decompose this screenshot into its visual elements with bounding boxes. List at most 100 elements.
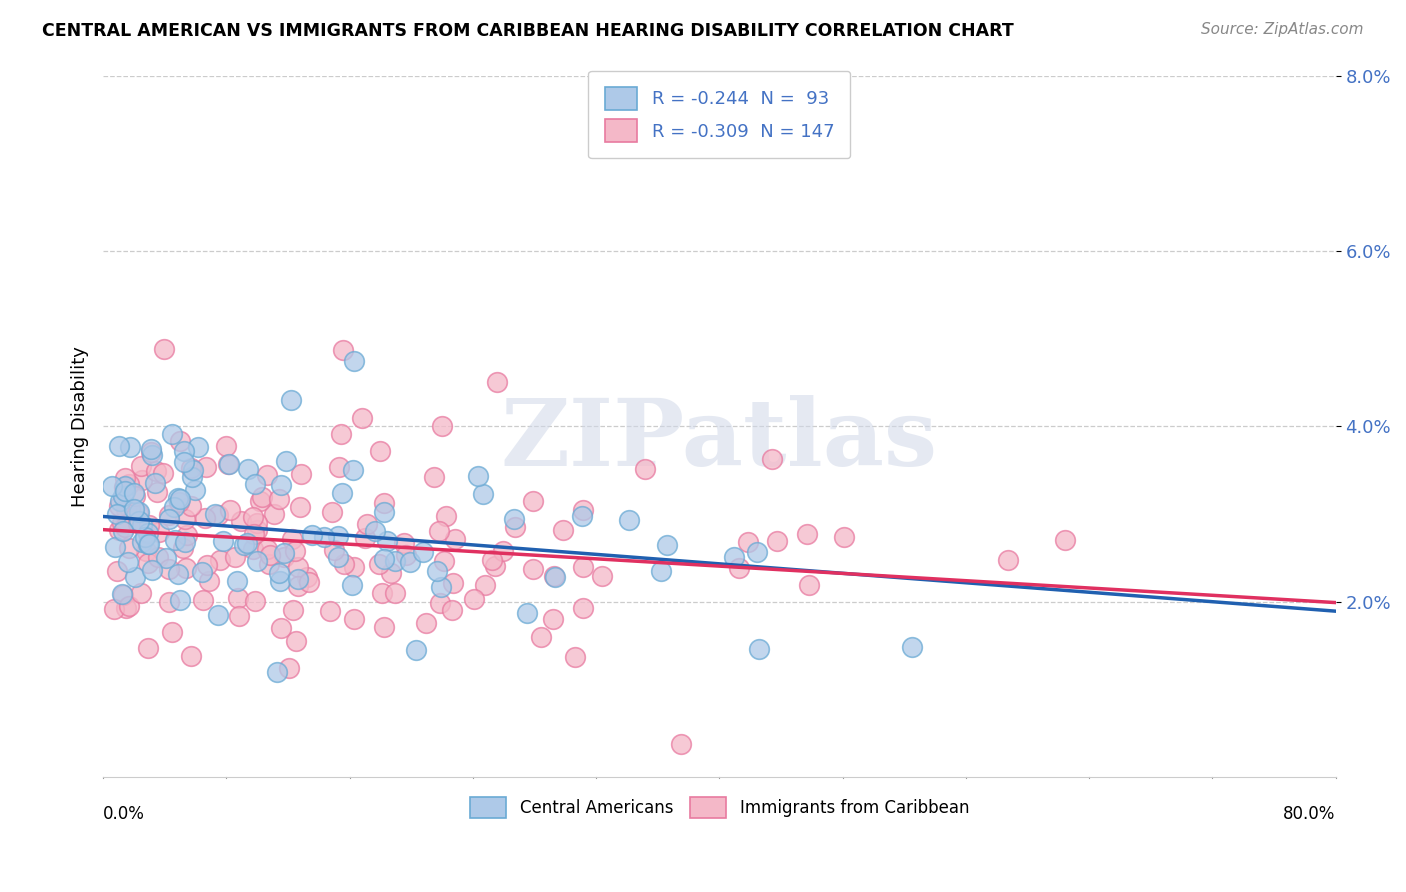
Point xyxy=(138,537,160,551)
Point xyxy=(591,569,613,583)
Point xyxy=(284,633,307,648)
Point xyxy=(375,534,398,549)
Point xyxy=(650,565,672,579)
Text: 80.0%: 80.0% xyxy=(1284,805,1336,823)
Point xyxy=(246,516,269,530)
Point xyxy=(259,558,281,572)
Point xyxy=(115,501,138,516)
Point xyxy=(571,601,593,615)
Point xyxy=(901,640,924,654)
Point xyxy=(138,517,160,532)
Point xyxy=(143,476,166,491)
Point xyxy=(444,532,467,546)
Point xyxy=(169,492,191,507)
Point xyxy=(259,548,281,562)
Point xyxy=(367,557,389,571)
Point xyxy=(796,527,818,541)
Point xyxy=(212,534,235,549)
Point xyxy=(342,560,364,574)
Point xyxy=(153,342,176,356)
Point xyxy=(136,537,159,551)
Point xyxy=(319,604,342,618)
Point xyxy=(301,527,323,541)
Point xyxy=(384,586,406,600)
Point xyxy=(111,587,134,601)
Point xyxy=(252,490,274,504)
Point xyxy=(198,574,221,588)
Point xyxy=(117,555,139,569)
Point xyxy=(332,343,354,358)
Point xyxy=(373,505,395,519)
Point xyxy=(181,463,204,477)
Point xyxy=(181,470,204,484)
Point xyxy=(191,566,214,580)
Point xyxy=(157,561,180,575)
Point xyxy=(180,648,202,663)
Point xyxy=(163,533,186,548)
Point xyxy=(108,439,131,453)
Point xyxy=(373,552,395,566)
Point xyxy=(148,525,170,540)
Point xyxy=(657,538,679,552)
Point xyxy=(474,577,496,591)
Point xyxy=(571,508,593,523)
Point xyxy=(134,520,156,534)
Point xyxy=(134,530,156,544)
Point xyxy=(723,550,745,565)
Point xyxy=(342,463,364,477)
Point xyxy=(484,558,506,573)
Y-axis label: Hearing Disability: Hearing Disability xyxy=(72,346,89,507)
Point xyxy=(129,586,152,600)
Point xyxy=(467,469,489,483)
Point xyxy=(124,489,146,503)
Point xyxy=(522,562,544,576)
Text: CENTRAL AMERICAN VS IMMIGRANTS FROM CARIBBEAN HEARING DISABILITY CORRELATION CHA: CENTRAL AMERICAN VS IMMIGRANTS FROM CARI… xyxy=(42,22,1014,40)
Point xyxy=(118,440,141,454)
Point xyxy=(204,507,226,521)
Point xyxy=(441,576,464,591)
Point xyxy=(174,561,197,575)
Point xyxy=(356,516,378,531)
Point xyxy=(141,448,163,462)
Point xyxy=(728,561,751,575)
Point xyxy=(280,392,302,407)
Point xyxy=(426,564,449,578)
Point xyxy=(180,460,202,475)
Point xyxy=(184,483,207,498)
Point xyxy=(274,453,297,467)
Point xyxy=(194,511,217,525)
Point xyxy=(128,514,150,528)
Point xyxy=(243,526,266,541)
Point xyxy=(1053,533,1076,548)
Point xyxy=(485,375,508,389)
Point xyxy=(136,556,159,570)
Point xyxy=(136,526,159,541)
Point xyxy=(145,485,167,500)
Point xyxy=(394,548,416,562)
Point xyxy=(135,544,157,558)
Point xyxy=(174,534,197,549)
Point xyxy=(572,559,595,574)
Point xyxy=(187,440,209,454)
Point xyxy=(224,549,246,564)
Point xyxy=(312,530,335,544)
Point xyxy=(415,615,437,630)
Point xyxy=(343,354,366,368)
Text: ZIPatlas: ZIPatlas xyxy=(501,395,938,485)
Point xyxy=(118,476,141,491)
Point xyxy=(328,529,350,543)
Point xyxy=(157,595,180,609)
Point xyxy=(228,609,250,624)
Point xyxy=(745,545,768,559)
Point xyxy=(263,507,285,521)
Point xyxy=(195,558,218,572)
Point xyxy=(160,426,183,441)
Point xyxy=(405,642,427,657)
Point xyxy=(295,570,318,584)
Point xyxy=(273,549,295,564)
Point xyxy=(553,523,575,537)
Point xyxy=(256,541,278,556)
Point xyxy=(141,442,163,457)
Point xyxy=(157,512,180,526)
Point xyxy=(131,535,153,549)
